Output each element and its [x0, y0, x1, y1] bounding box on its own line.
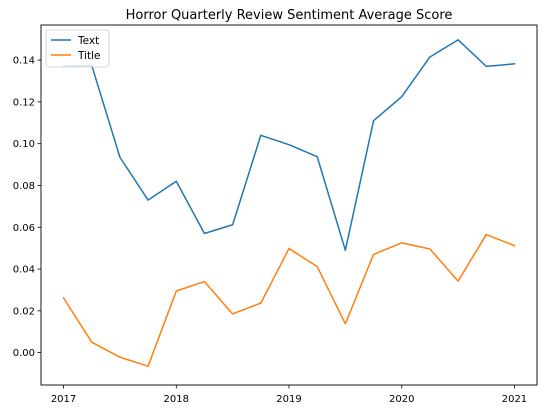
plot-frame — [40, 24, 538, 386]
legend-label-title: Title — [77, 50, 101, 62]
x-tick-label: 2021 — [502, 394, 527, 405]
series-line-title — [62, 233, 516, 367]
y-tick-label: 0.06 — [13, 223, 35, 234]
legend: Text Title — [45, 29, 110, 68]
y-tick-label: 0.02 — [13, 306, 35, 317]
plot-area — [41, 25, 537, 385]
y-tick-label: 0.08 — [13, 181, 35, 192]
series-layer — [62, 39, 516, 367]
y-tick-label: 0.14 — [13, 56, 35, 67]
x-tick-label: 2019 — [276, 394, 301, 405]
series-line-text — [62, 39, 516, 251]
y-axis: 0.00 0.02 0.04 0.06 0.08 0.10 0.12 0.14 — [13, 56, 41, 359]
x-tick-label: 2018 — [164, 394, 189, 405]
x-axis: 2017 2018 2019 2020 2021 — [51, 385, 527, 405]
chart-title: Horror Quarterly Review Sentiment Averag… — [126, 8, 453, 23]
y-tick-label: 0.04 — [13, 265, 35, 276]
y-tick-label: 0.12 — [13, 97, 35, 108]
legend-label-text: Text — [77, 35, 99, 47]
x-tick-label: 2020 — [389, 394, 414, 405]
y-tick-label: 0.00 — [13, 348, 35, 359]
y-tick-label: 0.10 — [13, 139, 35, 150]
x-tick-label: 2017 — [51, 394, 76, 405]
